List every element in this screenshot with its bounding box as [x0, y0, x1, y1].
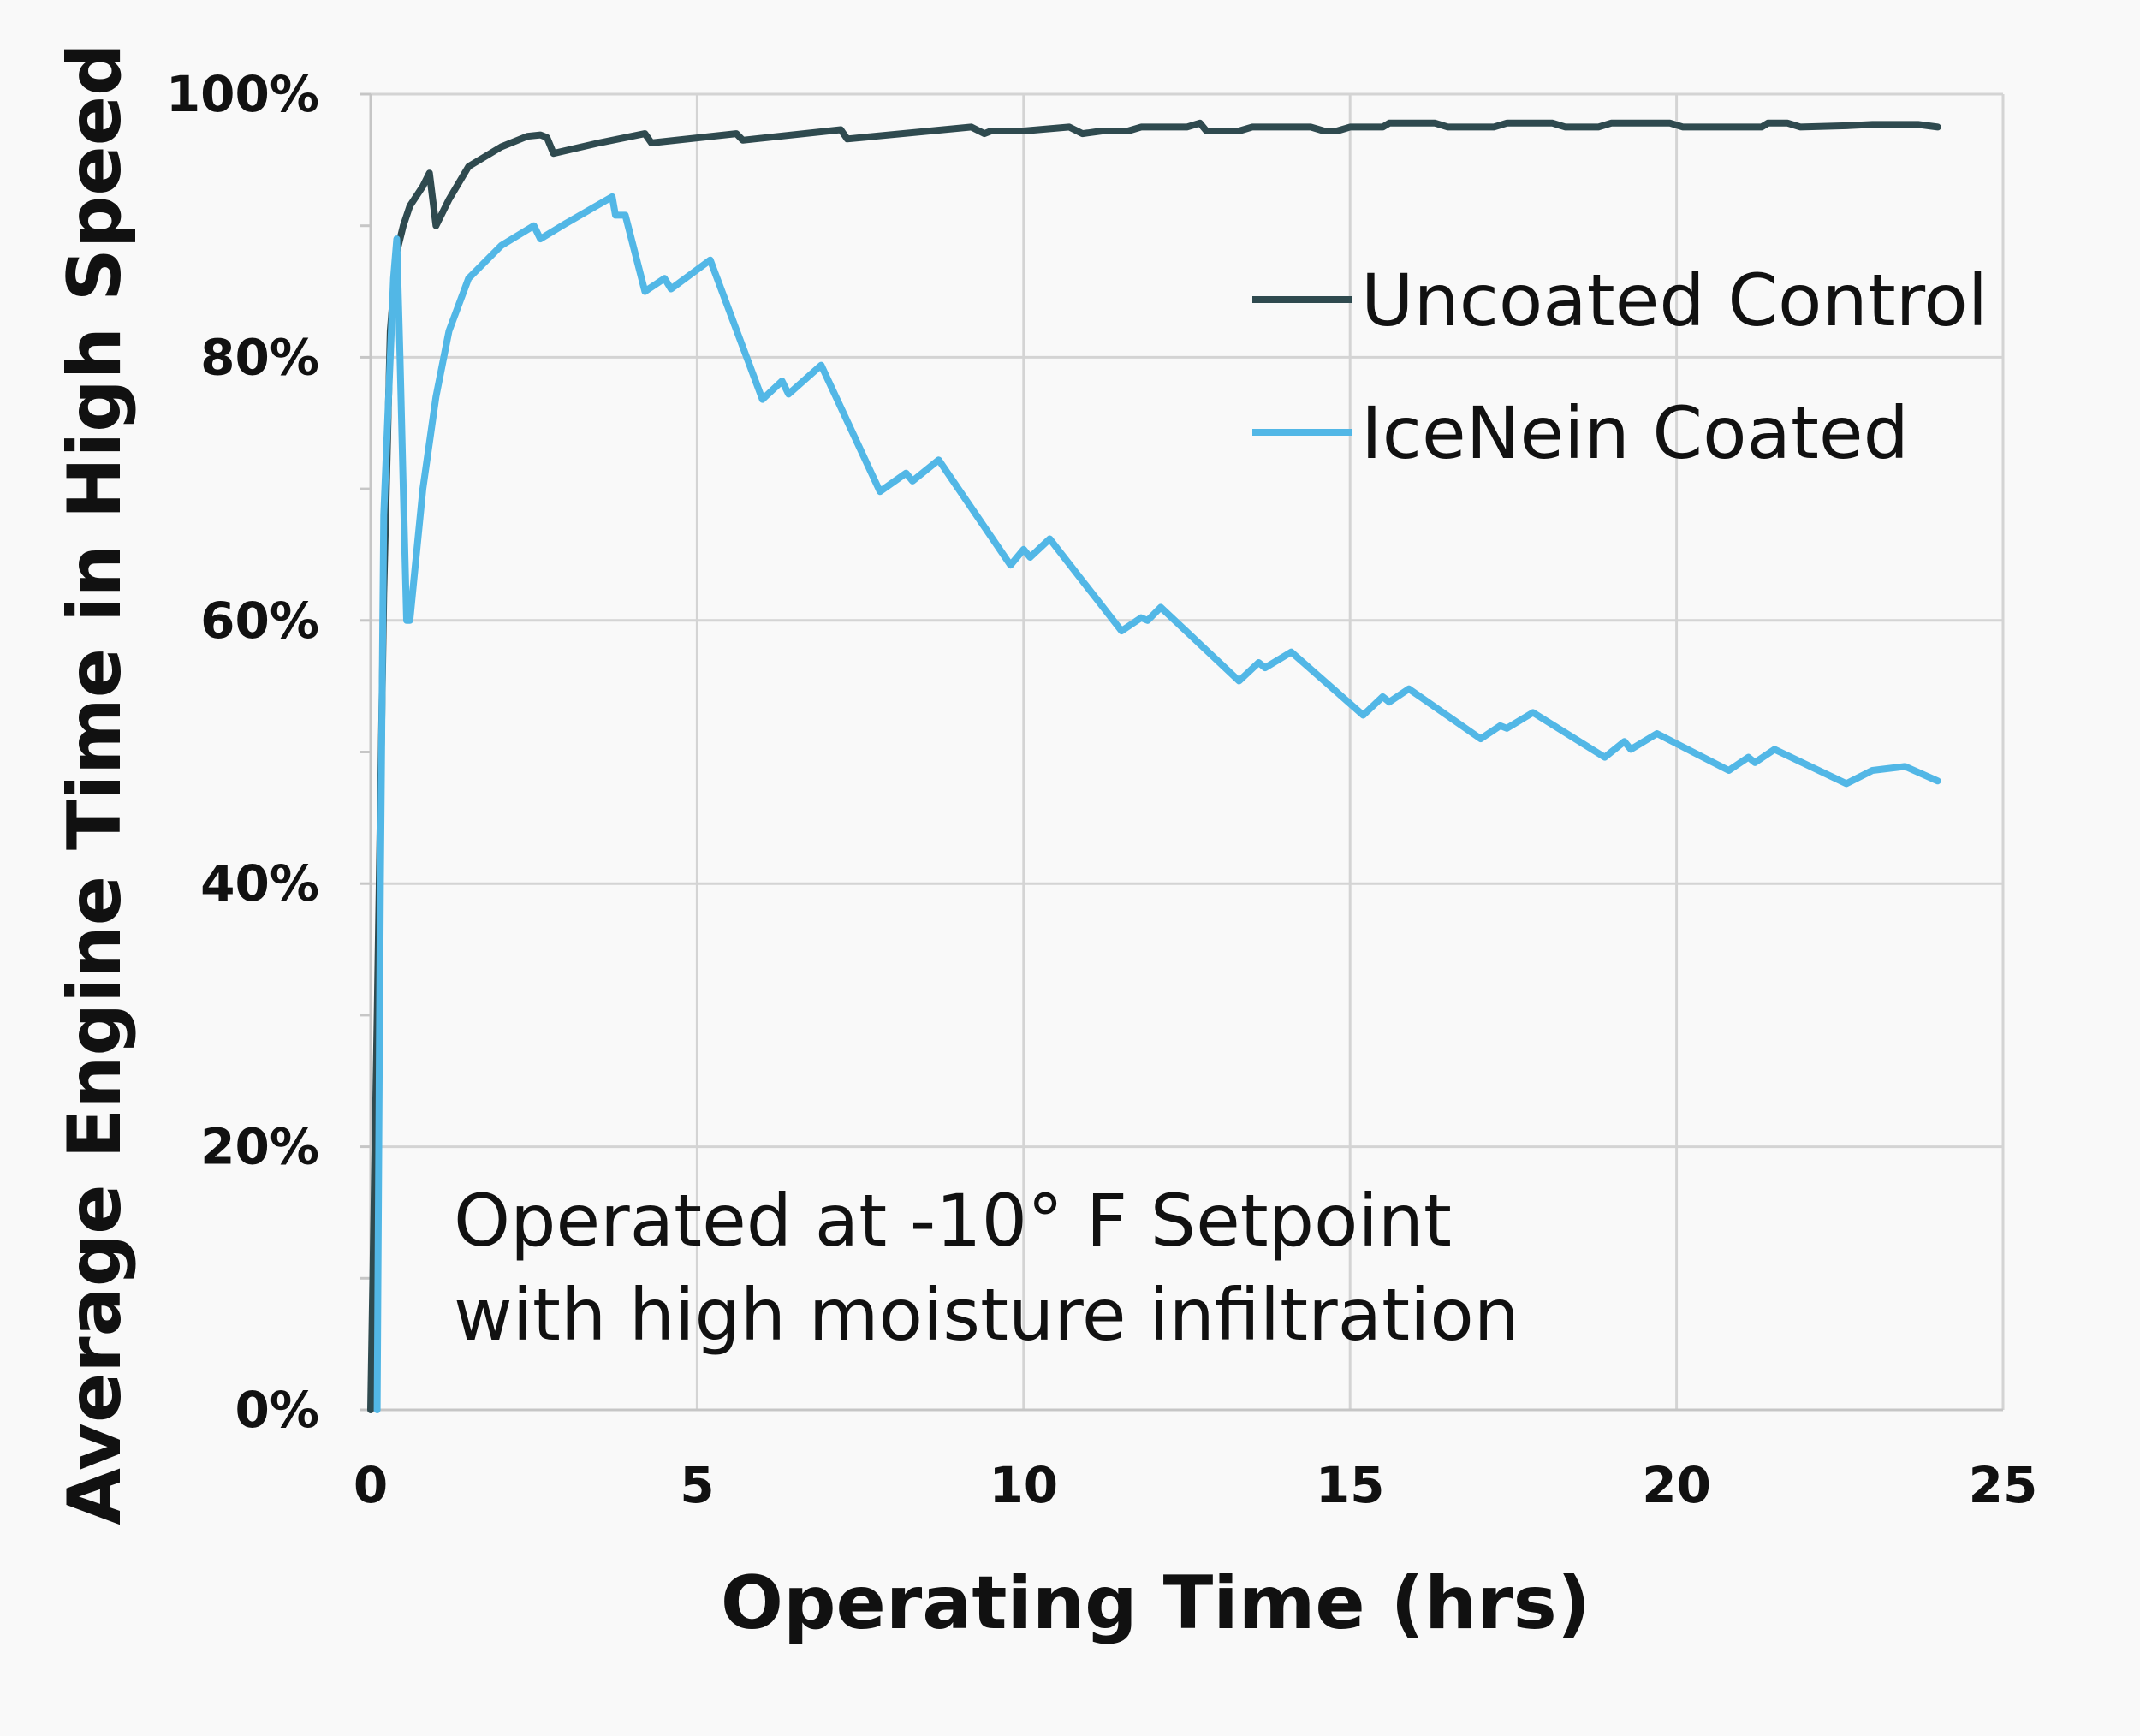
legend: Uncoated Control IceNein Coated — [1252, 259, 1988, 475]
y-tick-label-0pct: 0% — [235, 1381, 319, 1439]
x-axis-title: Operating Time (hrs) — [721, 1561, 1590, 1646]
series-line-uncoated-control — [367, 119, 1941, 1413]
x-tick-label-0: 0 — [354, 1456, 388, 1514]
y-axis-title: Average Engine Time in High Speed — [52, 43, 138, 1525]
annotation: Operated at -10° F Setpoint with high mo… — [454, 1179, 1519, 1357]
series-line-icenein-coated — [373, 193, 1941, 1413]
y-tick-label-100pct: 100% — [166, 65, 319, 123]
y-tick-label-40pct: 40% — [200, 854, 319, 913]
x-tick-label-25: 25 — [1969, 1456, 2038, 1514]
legend-label-icenein-coated: IceNein Coated — [1361, 391, 1909, 475]
x-tick-label-5: 5 — [680, 1456, 714, 1514]
x-tick-label-15: 15 — [1316, 1456, 1385, 1514]
legend-label-uncoated-control: Uncoated Control — [1361, 259, 1988, 342]
annotation-line-1: Operated at -10° F Setpoint — [454, 1179, 1452, 1263]
y-tick-labels: 0% 20% 40% 60% 80% 100% — [166, 65, 319, 1439]
gridlines — [371, 92, 2005, 1410]
annotation-line-2: with high moisture infiltration — [454, 1273, 1519, 1357]
x-tick-label-10: 10 — [989, 1456, 1058, 1514]
x-tick-label-20: 20 — [1642, 1456, 1711, 1514]
axes — [360, 92, 2003, 1412]
x-tick-labels: 0 5 10 15 20 25 — [354, 1456, 2038, 1514]
y-tick-label-80pct: 80% — [200, 328, 319, 386]
y-tick-label-20pct: 20% — [200, 1118, 319, 1176]
y-tick-label-60pct: 60% — [200, 592, 319, 650]
series-lines — [367, 119, 1941, 1413]
